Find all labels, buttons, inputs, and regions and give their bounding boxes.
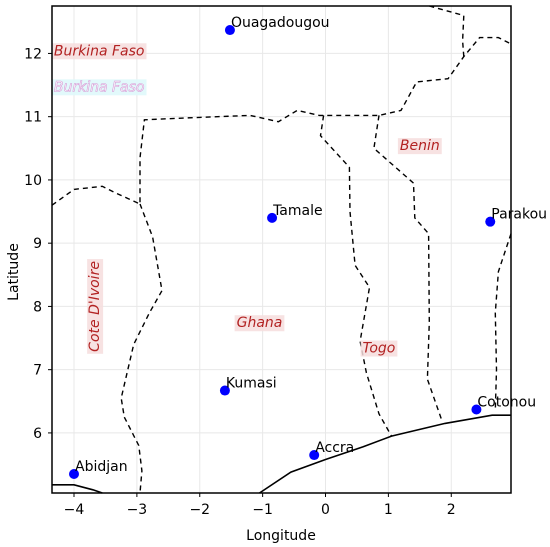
country-border — [319, 115, 393, 437]
country-label-group: Benin — [397, 138, 442, 155]
x-tick-label: 1 — [384, 502, 393, 518]
country-label-background — [397, 138, 442, 155]
plot-frame — [51, 5, 512, 494]
city-marker — [219, 385, 230, 396]
country-label-background — [360, 340, 398, 357]
x-tick-label: −3 — [127, 502, 148, 518]
country-label-background — [51, 43, 147, 60]
country-label: Cote D'Ivoire — [87, 261, 103, 352]
y-tick-label: 7 — [33, 363, 42, 379]
city-marker — [224, 25, 235, 36]
city-label: Parakou — [491, 207, 547, 223]
country-label: Ghana — [237, 315, 283, 331]
city-marker — [69, 469, 80, 480]
city-label: Kumasi — [226, 376, 277, 392]
country-label-background — [87, 259, 104, 354]
city-marker — [471, 404, 482, 415]
country-label-group: Cote D'Ivoire — [87, 259, 104, 354]
city-marker — [267, 212, 278, 223]
x-tick-label: −1 — [252, 502, 273, 518]
city-label: Cotonou — [477, 395, 536, 411]
country-label: Benin — [400, 138, 440, 154]
city-markers: Ouagadougou Tamale Parakou Kumasi Cotonou Acc… — [69, 15, 547, 480]
x-tick-label: 2 — [447, 502, 456, 518]
x-tick-label: 0 — [321, 502, 330, 518]
ghost-label-group: Burkina Faso — [51, 79, 147, 96]
x-axis-ticks: −4 −3 −2 −1 0 1 2 — [64, 493, 456, 518]
y-tick-label: 11 — [24, 110, 42, 126]
grid-lines — [52, 6, 511, 493]
y-tick-label: 10 — [24, 173, 42, 189]
country-label-group: Togo — [360, 340, 398, 357]
x-tick-label: −2 — [189, 502, 210, 518]
y-tick-label: 6 — [33, 426, 42, 442]
y-tick-label: 9 — [33, 236, 42, 252]
border-lines — [51, 5, 512, 494]
country-label: Togo — [363, 341, 396, 357]
y-axis-label: Latitude — [6, 243, 22, 301]
country-labels: Burkina Faso Benin Ghana Togo Cote D'Ivoire — [51, 43, 442, 357]
country-label-group: Burkina Faso — [51, 43, 147, 60]
country-label-group: Ghana — [234, 315, 285, 332]
city-marker — [309, 450, 320, 461]
y-axis-ticks: 6 7 8 9 10 11 12 — [24, 46, 52, 442]
coastline — [52, 483, 103, 494]
country-label-background — [234, 315, 285, 332]
x-tick-label: −4 — [64, 502, 85, 518]
city-label: Accra — [315, 440, 354, 456]
x-axis-label: Longitude — [246, 528, 316, 544]
country-label: Burkina Faso — [54, 43, 145, 59]
y-tick-label: 12 — [24, 46, 42, 62]
city-marker — [485, 216, 496, 227]
country-border — [494, 233, 512, 411]
coastline — [259, 414, 511, 494]
city-label: Abidjan — [75, 459, 128, 475]
country-border — [51, 36, 512, 206]
country-border — [429, 5, 465, 57]
y-tick-label: 8 — [33, 299, 42, 315]
ghost-country-label: Burkina Faso — [54, 79, 145, 95]
city-label: Ouagadougou — [231, 15, 330, 31]
city-label: Tamale — [272, 203, 323, 219]
ghost-label-background — [51, 79, 147, 96]
